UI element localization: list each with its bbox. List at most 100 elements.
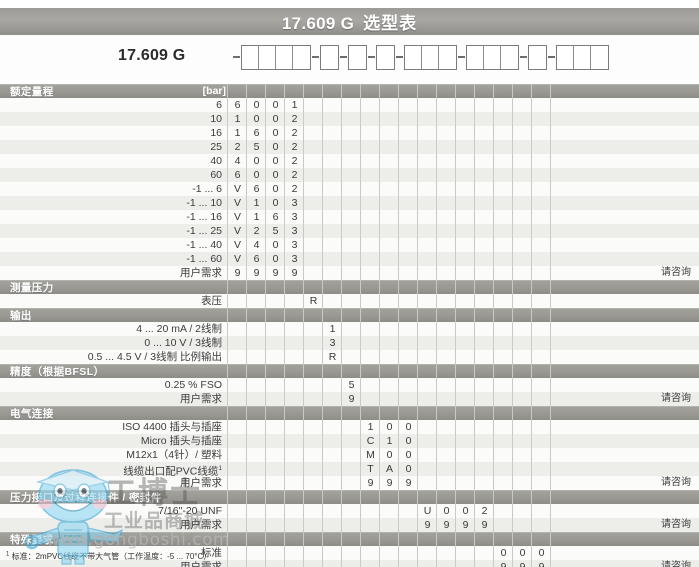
table-row[interactable]: -1 ... 16 V 1 6 3 — [0, 210, 699, 224]
table-row[interactable]: 0.25 % FSO 5 — [0, 378, 699, 392]
pn-separator — [520, 56, 527, 58]
title-model: 17.609 G — [281, 14, 355, 33]
row-label: -1 ... 16 — [186, 211, 222, 223]
pn-cell[interactable] — [529, 46, 546, 69]
option-code: 1 — [234, 113, 241, 125]
table-row[interactable]: 表压 R — [0, 294, 699, 308]
option-code: 9 — [405, 477, 412, 489]
pn-cell[interactable] — [574, 45, 591, 69]
row-label: Micro 插头与插座 — [140, 435, 222, 447]
pn-cell[interactable] — [467, 45, 484, 69]
table-row[interactable]: 用户需求 9 请咨询 — [0, 392, 699, 406]
table-row[interactable]: ISO 4400 插头与插座 1 0 0 — [0, 420, 699, 434]
table-row[interactable]: -1 ... 40 V 4 0 3 — [0, 238, 699, 252]
option-code: V — [233, 253, 241, 265]
pn-cell[interactable] — [293, 46, 310, 69]
option-code: 9 — [424, 519, 431, 531]
table-row[interactable]: 线缆出口配PVC线缆1 T A 0 — [0, 462, 699, 478]
pn-cell[interactable] — [259, 45, 276, 69]
pn-cell[interactable] — [501, 46, 518, 69]
table-row[interactable]: 0 ... 10 V / 3线制 3 — [0, 336, 699, 350]
option-code: 9 — [481, 519, 488, 531]
pn-cell[interactable] — [276, 45, 293, 69]
column-guide — [360, 84, 361, 567]
section-title: 压力接口及过程连接件 / 密封件 — [10, 491, 162, 504]
table-row[interactable]: 60 6 0 0 2 — [0, 168, 699, 182]
column-guide — [417, 84, 418, 567]
pn-cell[interactable] — [484, 45, 501, 69]
row-label: 25 — [210, 141, 222, 153]
option-code: 5 — [348, 379, 355, 391]
table-row[interactable]: 40 4 0 0 2 — [0, 154, 699, 168]
pn-group-6[interactable] — [528, 44, 547, 70]
section-title: 输出 — [10, 309, 32, 322]
option-code: 0 — [386, 449, 393, 461]
table-row[interactable]: 25 2 5 0 2 — [0, 140, 699, 154]
row-label: 0.25 % FSO — [164, 379, 222, 391]
pn-group-0[interactable] — [241, 44, 311, 70]
pn-cell[interactable] — [591, 46, 608, 69]
table-row[interactable]: -1 ... 10 V 1 0 3 — [0, 196, 699, 210]
pn-cell[interactable] — [242, 45, 259, 69]
table-row[interactable]: 用户需求 9 9 9 9 请咨询 — [0, 518, 699, 532]
option-code: 0 — [272, 155, 279, 167]
option-code: 0 — [443, 505, 450, 517]
column-guide — [322, 84, 323, 567]
pn-group-1[interactable] — [320, 44, 339, 70]
pn-group-5[interactable] — [466, 44, 519, 70]
option-code: 3 — [329, 337, 336, 349]
row-label: -1 ... 10 — [186, 197, 222, 209]
option-code: R — [309, 295, 318, 307]
option-code: 0 — [272, 169, 279, 181]
section-title: 特殊要求 — [10, 533, 54, 546]
table-row[interactable]: 用户需求 9 9 9 请咨询 — [0, 476, 699, 490]
table-row[interactable]: 标准 0 0 0 — [0, 546, 699, 560]
pn-cell[interactable] — [439, 46, 456, 69]
row-label: 0.5 ... 4.5 V / 3线制 比例输出 — [87, 351, 222, 363]
row-label: 4 ... 20 mA / 2线制 — [136, 323, 222, 335]
pn-cell[interactable] — [557, 45, 574, 69]
pn-cell[interactable] — [349, 46, 366, 69]
table-row[interactable]: -1 ... 60 V 6 0 3 — [0, 252, 699, 266]
pn-group-3[interactable] — [376, 44, 395, 70]
option-code: 2 — [291, 113, 298, 125]
option-code: 0 — [519, 547, 526, 559]
option-code: 3 — [291, 197, 298, 209]
table-row[interactable]: 用户需求 9 9 9 请咨询 — [0, 560, 699, 567]
section-header-3: 精度（根据BFSL） — [0, 364, 699, 378]
table-row[interactable]: Micro 插头与插座 C 1 0 — [0, 434, 699, 448]
option-code: 2 — [291, 183, 298, 195]
pn-cell[interactable] — [321, 46, 338, 69]
row-label: 60 — [210, 169, 222, 181]
table-row[interactable]: 10 1 0 0 2 — [0, 112, 699, 126]
pn-group-4[interactable] — [404, 44, 457, 70]
option-code: V — [233, 197, 241, 209]
column-guide — [550, 84, 551, 567]
column-guide — [398, 84, 399, 567]
table-row[interactable]: 16 1 6 0 2 — [0, 126, 699, 140]
pn-cell[interactable] — [422, 45, 439, 69]
table-row[interactable]: 7/16"-20 UNF U 0 0 2 — [0, 504, 699, 518]
option-code: 0 — [405, 421, 412, 433]
part-number-code-boxes[interactable] — [232, 41, 609, 73]
option-code: 6 — [253, 127, 260, 139]
table-row[interactable]: M12x1（4针）/ 塑料 M 0 0 — [0, 448, 699, 462]
pn-group-2[interactable] — [348, 44, 367, 70]
pn-cell[interactable] — [405, 45, 422, 69]
pn-cell[interactable] — [377, 46, 394, 69]
option-code: R — [328, 351, 337, 363]
column-guide — [265, 84, 266, 567]
option-code: A — [385, 463, 393, 475]
table-row[interactable]: 4 ... 20 mA / 2线制 1 — [0, 322, 699, 336]
table-row[interactable]: 0.5 ... 4.5 V / 3线制 比例输出 R — [0, 350, 699, 364]
pn-group-7[interactable] — [556, 44, 609, 70]
table-row[interactable]: -1 ... 25 V 2 5 3 — [0, 224, 699, 238]
table-row[interactable]: 用户需求 9 9 9 9 请咨询 — [0, 266, 699, 280]
section-unit: [bar] — [202, 85, 226, 97]
option-code: 2 — [291, 141, 298, 153]
column-guide — [493, 84, 494, 567]
option-code: V — [233, 211, 241, 223]
